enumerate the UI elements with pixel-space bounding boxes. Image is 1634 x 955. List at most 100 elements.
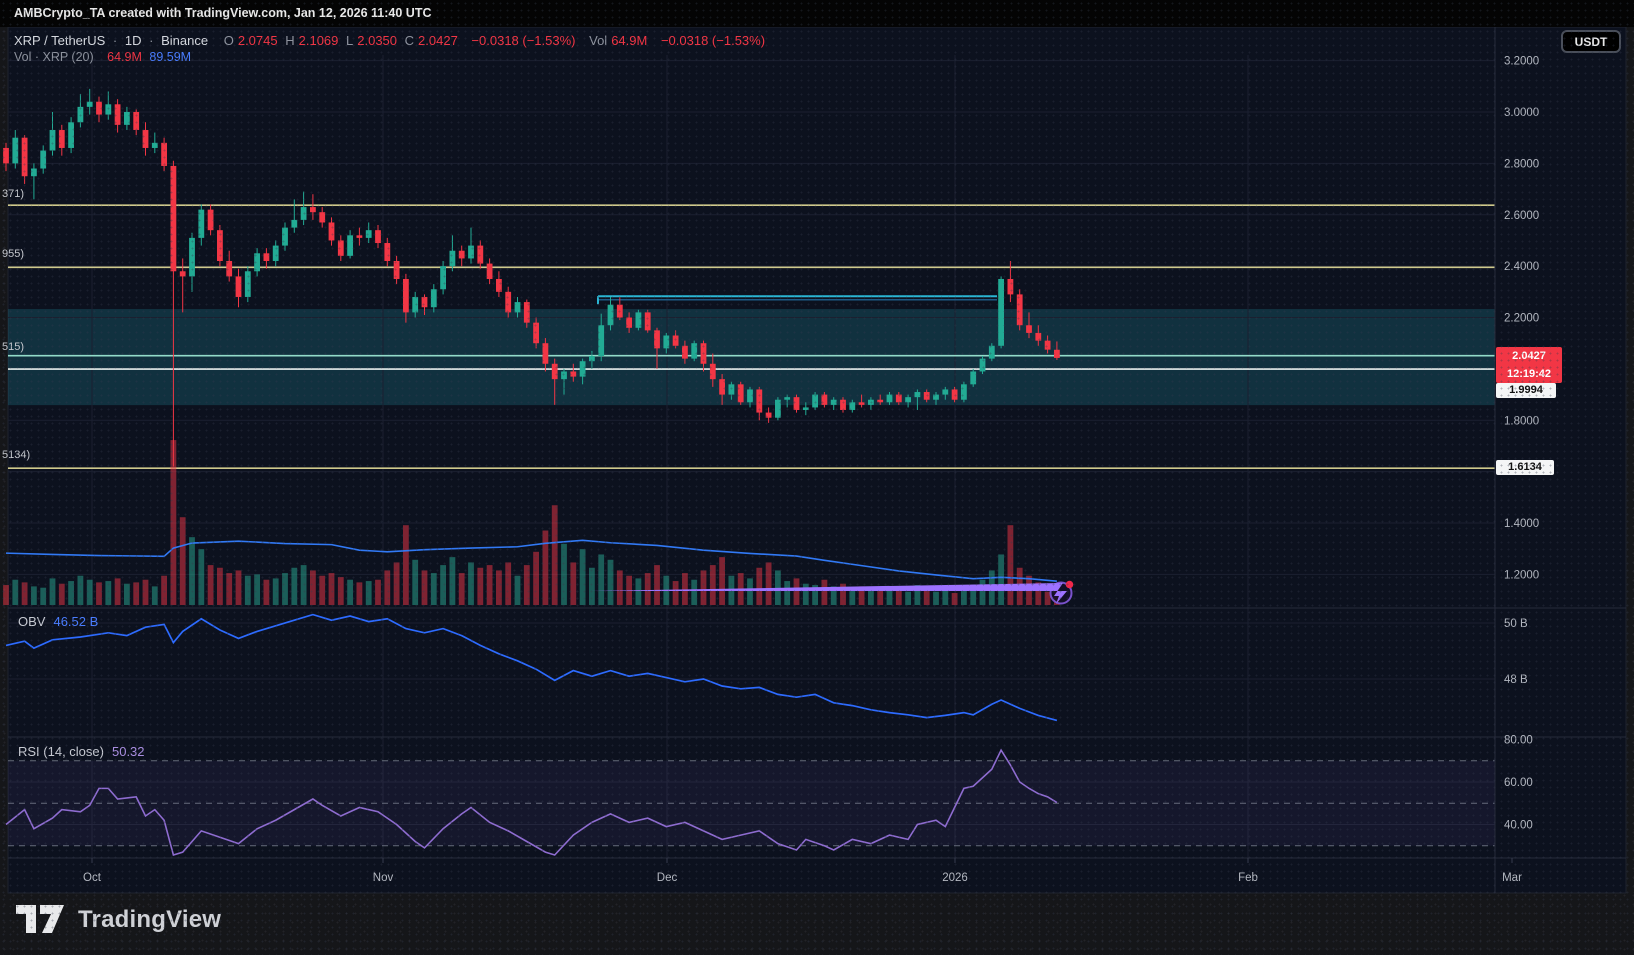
volume-bar [709, 565, 716, 605]
candle-body [1016, 294, 1023, 326]
volume-bar [328, 573, 335, 605]
tradingview-logo[interactable]: TradingView [14, 902, 221, 938]
candle-body [747, 389, 753, 403]
candle-body [784, 397, 791, 400]
volume-bar [384, 570, 391, 605]
volume-bar [579, 549, 586, 605]
candle-body [96, 101, 102, 115]
price-tick-label: 1.4000 [1504, 518, 1539, 530]
volume-indicator-row[interactable]: Vol · XRP (20) 64.9M 89.59M [14, 50, 195, 64]
volume-bar [895, 589, 902, 605]
candle-body [579, 361, 586, 377]
volume-bar [356, 582, 363, 605]
volume-bar [719, 557, 725, 605]
candle-body [114, 104, 121, 125]
close-label: C [404, 33, 415, 48]
candle-body [105, 104, 112, 115]
candle-body [998, 278, 1004, 346]
supply-demand-zone [8, 309, 1495, 406]
last-price-value: 2.0427 [1512, 350, 1546, 362]
vol-indicator-label[interactable]: Vol · XRP (20) [14, 50, 94, 64]
candle-body [672, 335, 679, 346]
candle-body [1026, 325, 1032, 333]
candle-body [291, 219, 298, 228]
volume-bar [682, 573, 688, 605]
symbol-title[interactable]: XRP / TetherUS [14, 33, 106, 48]
candle-body [347, 235, 353, 256]
volume-bar [347, 579, 353, 605]
volume-bar [644, 573, 651, 605]
lightning-bolt [591, 583, 1067, 604]
bar-countdown: 12:19:42 [1506, 368, 1552, 380]
volume-bar [40, 587, 47, 605]
time-axis[interactable] [8, 858, 1495, 893]
volume-bar [923, 590, 930, 605]
candle-body [616, 304, 623, 318]
volume-bar [49, 578, 56, 605]
volume-bar [114, 578, 121, 605]
last-price-label: 2.0427 12:19:42 [1496, 347, 1562, 383]
volume-bar [300, 565, 307, 605]
candle-body [868, 399, 874, 405]
volume-value: 64.9M [611, 33, 648, 48]
volume-bar [421, 570, 428, 605]
volume-bar [226, 573, 233, 605]
volume-bar [207, 565, 214, 605]
candle-body [775, 399, 781, 418]
clipped-level-label: 955) [2, 248, 24, 260]
volume-bar [58, 583, 65, 605]
candle-body [319, 212, 326, 223]
volume-bar [533, 551, 539, 605]
candle-body [226, 261, 233, 277]
candle-body [719, 379, 725, 395]
volume-bar [868, 589, 874, 605]
volume-bar [765, 562, 772, 605]
candle-body [1044, 340, 1051, 350]
price-axis[interactable] [1496, 27, 1626, 858]
rsi-pane-header[interactable]: RSI (14, close) 50.32 [18, 744, 145, 759]
candle-body [561, 371, 567, 380]
candle-body [496, 278, 502, 292]
volume-bar [161, 575, 167, 605]
volume-bar [849, 587, 856, 605]
volume-bar [914, 585, 921, 605]
volume-bar [189, 537, 195, 605]
candle-body [821, 394, 828, 405]
candle-body [310, 207, 316, 213]
obv-pane-header[interactable]: OBV 46.52 B [18, 614, 98, 629]
candle-body [68, 122, 74, 148]
candle-body [375, 230, 381, 244]
candle-body [412, 296, 419, 313]
volume-bar [179, 517, 186, 605]
price-tick-label: 1.8000 [1504, 415, 1539, 427]
clipped-level-label: 5134) [2, 449, 30, 461]
volume-bar [700, 570, 707, 605]
volume-bar [905, 591, 911, 605]
candle-body [263, 253, 270, 262]
volume-bar [263, 579, 270, 605]
volume-bar [979, 579, 986, 605]
volume-bar [1007, 525, 1014, 605]
volume-bar [635, 578, 642, 605]
level-price-label: 1.6134 [1496, 460, 1554, 475]
time-axis-label: 2026 [942, 872, 968, 884]
obv-label[interactable]: OBV [18, 614, 46, 629]
volume-bar [486, 565, 493, 605]
rsi-label[interactable]: RSI (14, close) [18, 744, 104, 759]
candle-body [31, 168, 37, 177]
candle-body [458, 250, 465, 259]
volume-bar [747, 578, 753, 605]
candle-body [198, 209, 205, 238]
currency-toggle-button[interactable]: USDT [1561, 30, 1621, 53]
candle-body [49, 129, 56, 151]
candle-body [877, 399, 884, 403]
volume-bar [133, 582, 140, 605]
volume-bar [310, 570, 316, 605]
timeframe[interactable]: 1D [124, 33, 142, 48]
candle-body [923, 392, 930, 400]
volume-bar [375, 579, 381, 605]
close-value: 2.0427 [418, 33, 458, 48]
volume-bar [458, 573, 465, 605]
